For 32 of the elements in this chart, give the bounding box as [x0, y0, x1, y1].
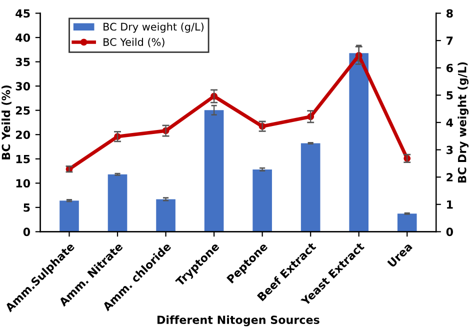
bar	[108, 174, 128, 232]
y2-tick-label: 5	[446, 91, 453, 100]
y2-axis-title: BC Dry weight (g/L)	[458, 62, 469, 183]
y-tick-label: 10	[16, 179, 30, 188]
legend-label: BC Dry weight (g/L)	[104, 22, 204, 33]
y2-tick-label: 6	[446, 64, 453, 72]
bar	[156, 199, 176, 232]
y-tick-label: 25	[16, 106, 30, 115]
y-tick-label: 40	[16, 33, 30, 42]
bar	[60, 200, 79, 232]
legend-label: BC Yeild (%)	[104, 38, 164, 48]
y-tick-label: 45	[16, 9, 30, 18]
y-axis-title: BC Yeild (%)	[2, 86, 12, 160]
x-axis-title: Different Nitogen Sources	[157, 315, 320, 326]
y-tick-label: 30	[16, 82, 30, 90]
y2-tick-label: 7	[446, 36, 453, 45]
y2-tick-label: 3	[446, 146, 453, 154]
bar	[300, 143, 320, 232]
bar	[397, 214, 417, 232]
y2-tick-label: 4	[446, 118, 454, 127]
y2-tick-label: 0	[446, 228, 453, 236]
y2-tick-label: 8	[446, 9, 453, 18]
bar	[349, 53, 369, 232]
y-tick-label: 35	[16, 58, 30, 66]
y2-tick-label: 2	[446, 173, 453, 182]
bar	[252, 169, 272, 232]
y-tick-label: 15	[16, 155, 30, 164]
y-tick-label: 20	[16, 130, 30, 139]
y-tick-label: 0	[23, 228, 30, 236]
y-tick-label: 5	[24, 204, 30, 212]
y2-tick-label: 1	[447, 200, 453, 209]
bar	[204, 110, 224, 232]
